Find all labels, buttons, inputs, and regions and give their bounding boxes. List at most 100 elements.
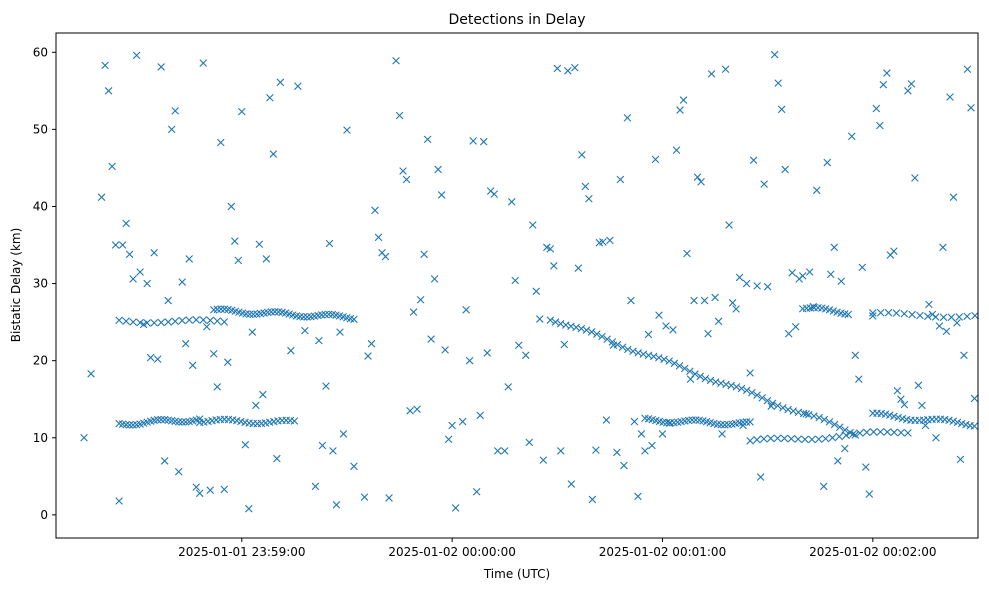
data-point — [192, 483, 201, 491]
data-point — [507, 198, 516, 206]
data-point — [108, 162, 116, 171]
data-point — [174, 467, 183, 476]
data-point — [651, 155, 660, 164]
data-point — [780, 434, 789, 443]
data-point — [599, 238, 607, 246]
data-point — [618, 343, 627, 351]
data-point — [374, 233, 383, 242]
data-point — [798, 272, 807, 280]
data-point — [627, 296, 635, 305]
y-tick-label: 50 — [33, 122, 48, 136]
data-point — [402, 175, 411, 184]
data-point — [732, 383, 741, 391]
data-point — [535, 315, 544, 323]
data-point — [842, 431, 850, 440]
data-point — [245, 504, 253, 513]
data-point — [779, 404, 787, 412]
data-point — [217, 305, 225, 313]
data-point — [185, 255, 194, 263]
data-point — [132, 51, 141, 60]
data-point — [826, 270, 835, 279]
data-point — [869, 428, 878, 436]
data-point — [756, 473, 765, 481]
data-point — [427, 335, 435, 343]
data-point — [641, 447, 649, 455]
data-point — [539, 456, 548, 464]
data-point — [869, 312, 877, 320]
data-point — [504, 383, 513, 391]
data-point — [644, 330, 653, 339]
data-point — [603, 335, 611, 343]
data-point — [399, 167, 407, 175]
data-point — [711, 293, 719, 302]
data-points — [80, 50, 979, 513]
data-point — [339, 430, 348, 438]
data-point — [801, 435, 809, 444]
data-point — [195, 489, 204, 498]
data-point — [192, 316, 201, 324]
data-point — [900, 309, 909, 318]
data-point — [115, 316, 123, 325]
data-point — [553, 64, 562, 73]
data-point — [963, 65, 972, 74]
data-point — [837, 277, 846, 286]
data-point — [655, 353, 663, 362]
data-point — [655, 311, 663, 319]
data-point — [728, 299, 737, 307]
data-point — [623, 114, 632, 122]
y-tick-label: 60 — [33, 45, 48, 59]
data-point — [662, 322, 670, 330]
data-point — [150, 248, 158, 257]
y-tick-label: 0 — [40, 508, 48, 522]
data-point — [592, 446, 600, 454]
data-point — [660, 355, 668, 364]
data-point — [688, 416, 696, 424]
data-point — [742, 279, 751, 288]
data-point — [809, 302, 818, 311]
data-point — [213, 383, 222, 391]
x-tick-label: 2025-01-02 00:02:00 — [809, 545, 936, 559]
data-point — [462, 305, 470, 314]
data-point — [784, 405, 792, 414]
data-point — [862, 428, 871, 437]
data-point — [665, 357, 673, 365]
data-point — [748, 388, 756, 397]
data-point — [939, 243, 947, 252]
data-point — [139, 320, 148, 329]
data-point — [737, 384, 746, 393]
data-point — [532, 287, 541, 296]
data-point — [329, 447, 337, 455]
data-point — [315, 336, 323, 345]
data-point — [551, 318, 560, 326]
data-point — [928, 310, 937, 319]
data-point — [416, 295, 425, 304]
data-point — [624, 345, 632, 354]
data-point — [181, 339, 190, 348]
data-point — [669, 326, 677, 334]
data-point — [423, 135, 432, 144]
data-point — [269, 150, 278, 158]
data-point — [851, 351, 860, 360]
data-point — [350, 462, 358, 471]
data-point — [630, 417, 639, 426]
data-point — [564, 66, 572, 75]
data-point — [616, 175, 625, 184]
data-point — [613, 448, 621, 457]
data-point — [865, 490, 874, 498]
data-point — [763, 282, 772, 291]
data-point — [392, 56, 400, 65]
data-point — [820, 415, 829, 424]
data-point — [581, 182, 590, 191]
data-point — [697, 178, 705, 186]
data-point — [525, 438, 534, 447]
data-point — [118, 241, 127, 249]
data-point — [774, 79, 782, 87]
data-point — [146, 353, 155, 362]
data-point — [879, 80, 888, 89]
data-point — [717, 420, 725, 429]
data-point — [171, 107, 179, 115]
data-point — [855, 375, 863, 383]
data-point — [371, 206, 379, 215]
x-tick-label: 2025-01-01 23:59:00 — [178, 545, 305, 559]
data-point — [814, 435, 823, 443]
